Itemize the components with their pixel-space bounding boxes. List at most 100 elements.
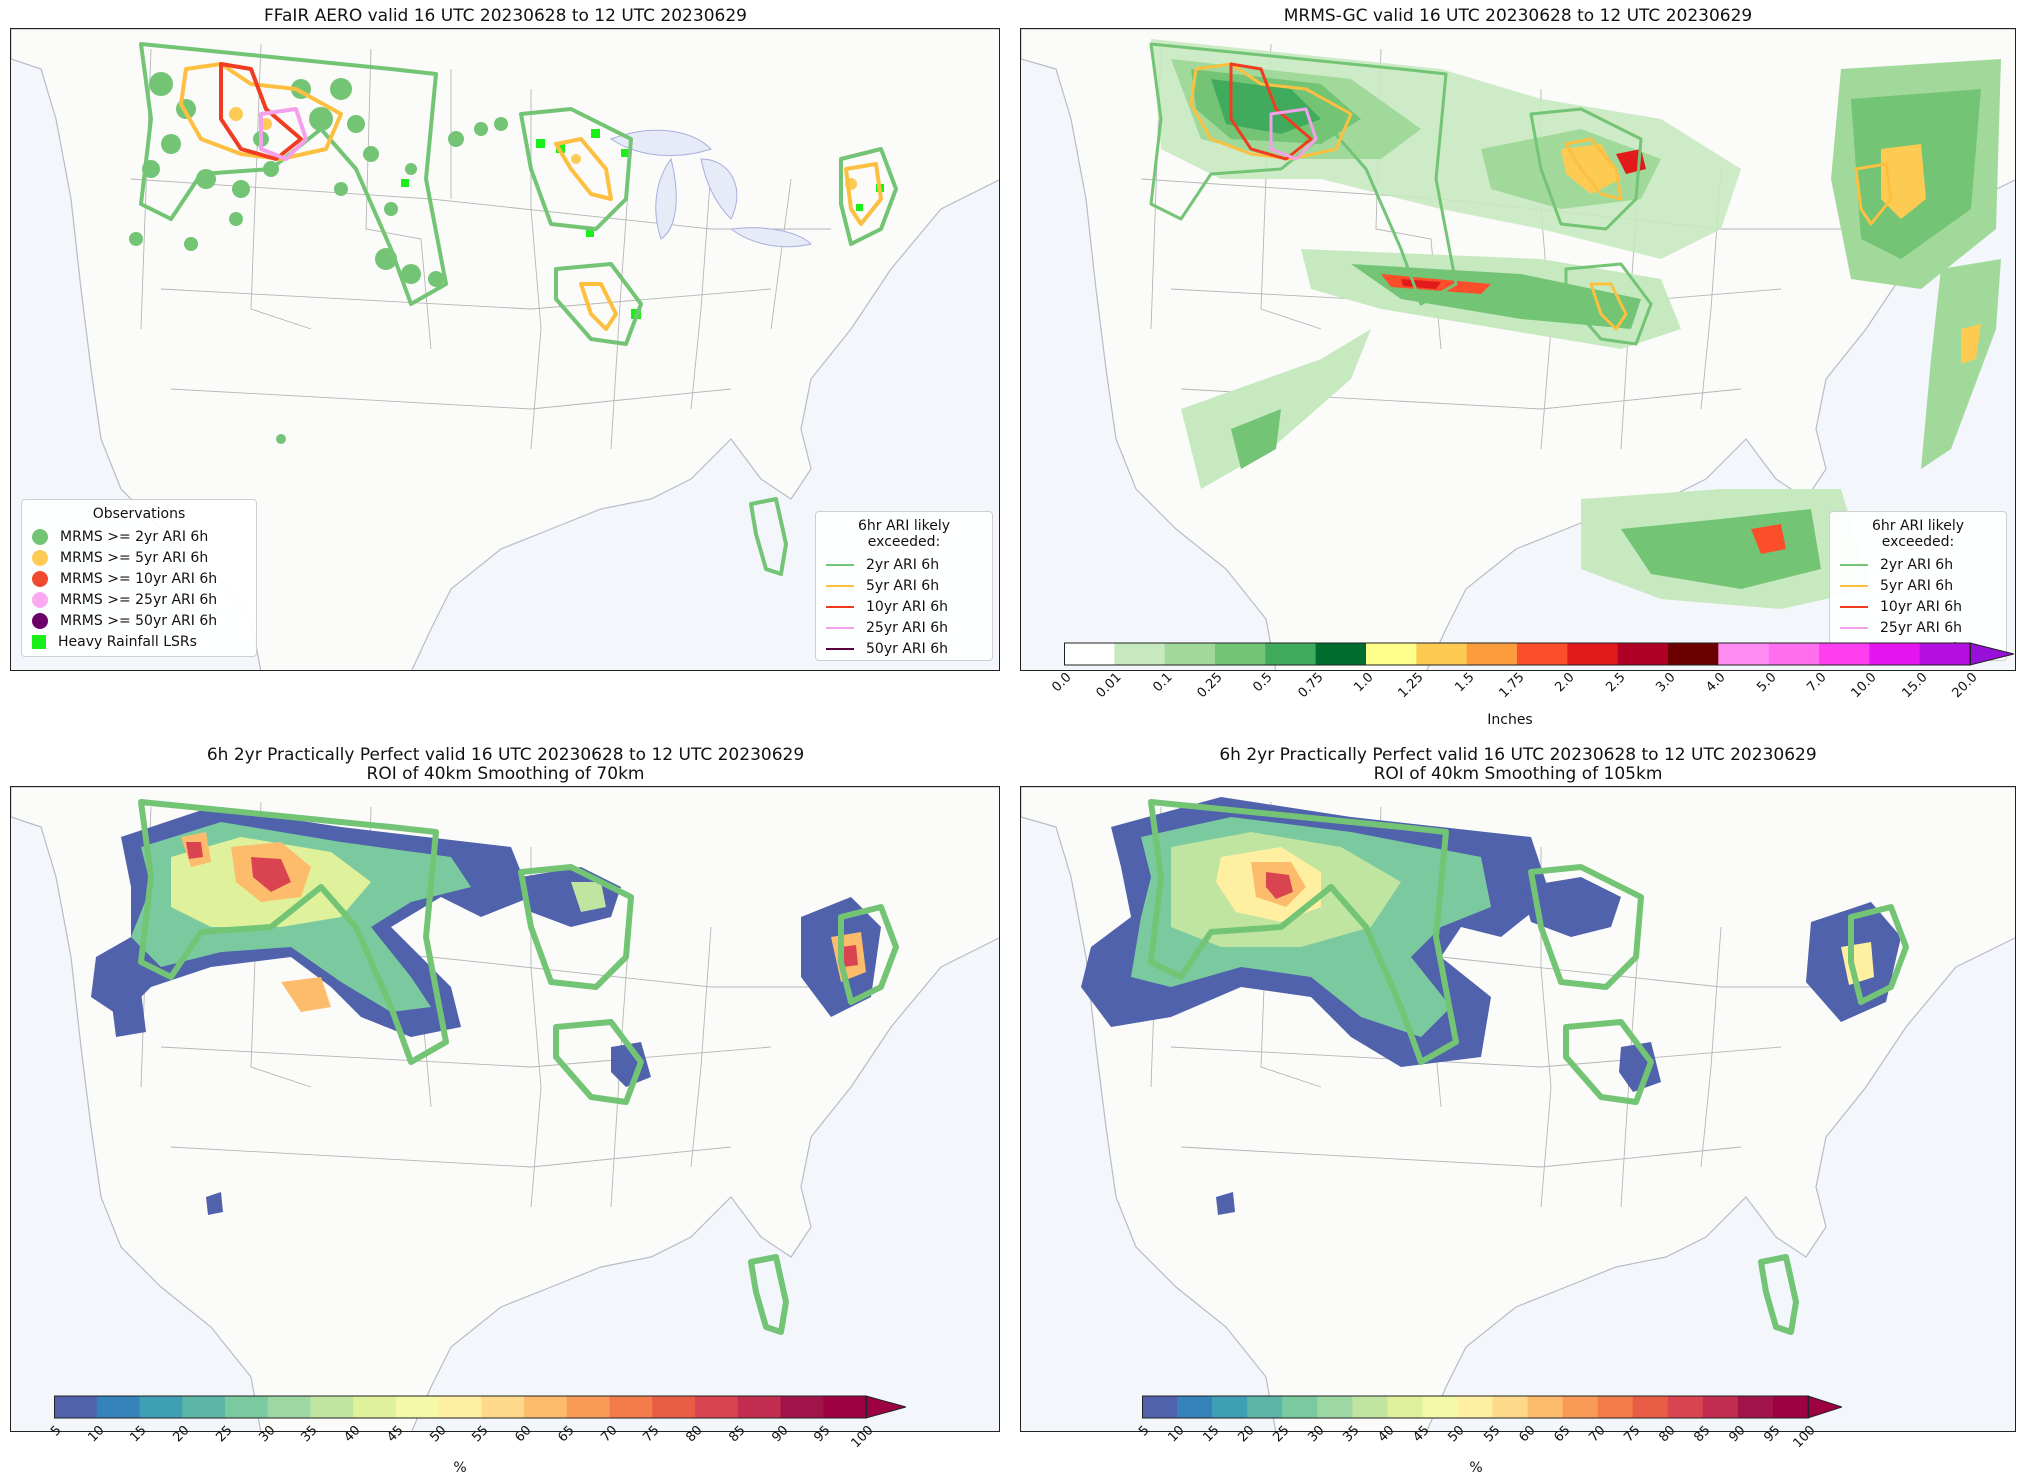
colorbar-segment — [1114, 643, 1166, 665]
contour-5yr-iowa — [1589, 282, 1628, 331]
observations-legend: Observations MRMS >= 2yr ARI 6h MRMS >= … — [21, 499, 257, 657]
precip-colorbar — [1064, 642, 2015, 666]
colorbar-segment — [1352, 1396, 1388, 1418]
north-america-land — [1021, 29, 2015, 670]
contour-2yr-florida — [749, 497, 788, 576]
contour-2yr-nd — [1528, 864, 1644, 990]
colorbar-tick-label: 0.5 — [1250, 670, 1276, 696]
ari-contours — [1148, 799, 1909, 1335]
panel-4-subtitle: ROI of 40km Smoothing of 105km — [1373, 764, 1663, 784]
map-canvas — [11, 787, 999, 1431]
observations-legend-title: Observations — [92, 506, 186, 522]
contour-25yr — [259, 107, 308, 161]
line-swatch-icon — [826, 647, 854, 650]
colorbar-segment — [1597, 1396, 1634, 1418]
ari-row-25yr: 25yr ARI 6h — [826, 617, 982, 638]
colorbar-segment — [1632, 1396, 1669, 1418]
colorbar-segment — [1517, 643, 1568, 665]
contour-5yr-iowa — [579, 282, 618, 331]
contour-10yr — [219, 62, 303, 161]
colorbar-tick-label: 0.25 — [1194, 670, 1226, 702]
contour-5yr-nd — [1564, 137, 1623, 201]
colorbar-segment — [780, 1396, 824, 1418]
contour-2yr-north — [1148, 799, 1459, 1065]
line-swatch-icon — [1840, 584, 1868, 587]
ari-label: 25yr ARI 6h — [1880, 619, 1962, 636]
ari-row-5yr: 5yr ARI 6h — [1840, 575, 1996, 596]
colorbar-segment — [1737, 1396, 1774, 1418]
contour-25yr — [1269, 107, 1318, 161]
colorbar-swatches — [54, 1395, 908, 1419]
colorbar-segment — [310, 1396, 354, 1418]
ari-contours — [1149, 42, 1893, 346]
contour-2yr-ne — [838, 904, 899, 1005]
colorbar-segment — [1215, 643, 1266, 665]
circle-marker-icon — [32, 612, 48, 629]
colorbar-segment — [1416, 643, 1468, 665]
mrms-gc-map: 6hr ARI likely exceeded: 2yr ARI 6h 5yr … — [1020, 28, 2016, 671]
colorbar-segment — [395, 1396, 440, 1418]
colorbar-extend-arrow — [1807, 1395, 1844, 1419]
colorbar-tick-label: 10.0 — [1848, 670, 1880, 702]
panel-3-subtitle: ROI of 40km Smoothing of 70km — [366, 764, 645, 784]
circle-marker-icon — [32, 591, 48, 608]
contour-2yr-iowa — [553, 1019, 644, 1105]
line-swatch-icon — [826, 605, 854, 608]
circle-marker-icon — [32, 549, 48, 566]
line-swatch-icon — [826, 626, 854, 629]
colorbar-extend-arrow — [865, 1395, 908, 1419]
contour-2yr-ne — [1848, 904, 1909, 1005]
colorbar-segment — [1667, 1396, 1704, 1418]
colorbar-tick-label: 4.0 — [1703, 670, 1729, 696]
contour-5yr-montana — [179, 62, 343, 161]
colorbar-segment — [481, 1396, 525, 1418]
colorbar-tick-label: 5.0 — [1754, 670, 1780, 696]
ari-row-10yr: 10yr ARI 6h — [826, 596, 982, 617]
legend-label: Heavy Rainfall LSRs — [58, 633, 197, 650]
colorbar-segment — [1492, 1396, 1529, 1418]
colorbar-segment — [1366, 643, 1417, 665]
ari-row-2yr: 2yr ARI 6h — [1840, 554, 1996, 575]
precip-field — [1151, 39, 2001, 609]
panel-3-title: 6h 2yr Practically Perfect valid 16 UTC … — [206, 745, 805, 765]
ari-label: 5yr ARI 6h — [1880, 577, 1954, 594]
colorbar-tick-label: 15.0 — [1899, 670, 1931, 702]
contour-5yr-nd — [554, 137, 613, 201]
contour-5yr-ne — [1854, 162, 1893, 226]
colorbar-outline — [1064, 642, 1971, 666]
legend-label: MRMS >= 2yr ARI 6h — [60, 528, 209, 545]
colorbar-segment — [1768, 643, 1820, 665]
colorbar-tick-label: 0.01 — [1093, 670, 1125, 702]
legend-row-mrms-10yr: MRMS >= 10yr ARI 6h — [32, 568, 246, 589]
colorbar-tick-label: 1.0 — [1351, 670, 1377, 696]
colorbar-segment — [1466, 643, 1518, 665]
colorbar-tick-label: 1.75 — [1496, 670, 1528, 702]
colorbar-segment — [1317, 1396, 1353, 1418]
colorbar-outline — [1142, 1395, 1809, 1419]
contour-10yr — [1229, 62, 1313, 161]
contour-2yr-north — [138, 799, 449, 1065]
legend-row-mrms-50yr: MRMS >= 50yr ARI 6h — [32, 610, 246, 631]
colorbar-segment — [609, 1396, 653, 1418]
pp-105km-map — [1020, 786, 2016, 1432]
ari-label: 10yr ARI 6h — [866, 598, 948, 615]
ari-row-50yr: 50yr ARI 6h — [826, 638, 982, 659]
great-lakes — [609, 129, 812, 248]
map-canvas — [1021, 29, 2015, 670]
legend-row-lsrs: Heavy Rainfall LSRs — [32, 631, 246, 652]
colorbar-tick-label: 2.5 — [1603, 670, 1629, 696]
legend-label: MRMS >= 5yr ARI 6h — [60, 549, 209, 566]
colorbar-tick-label: 7.0 — [1804, 670, 1830, 696]
colorbar-segment — [267, 1396, 311, 1418]
line-swatch-icon — [1840, 605, 1868, 608]
colorbar-segment — [1422, 1396, 1458, 1418]
ari-legend-1: 6hr ARI likely exceeded: 2yr ARI 6h 5yr … — [815, 511, 993, 661]
ari-contours — [139, 42, 898, 576]
legend-row-mrms-25yr: MRMS >= 25yr ARI 6h — [32, 589, 246, 610]
colorbar-segment — [1142, 1396, 1178, 1418]
colorbar-segment — [1212, 1396, 1248, 1418]
ari-row-2yr: 2yr ARI 6h — [826, 554, 982, 575]
colorbar-segment — [1247, 1396, 1283, 1418]
colorbar-segment — [737, 1396, 782, 1418]
square-marker-icon — [32, 634, 46, 649]
